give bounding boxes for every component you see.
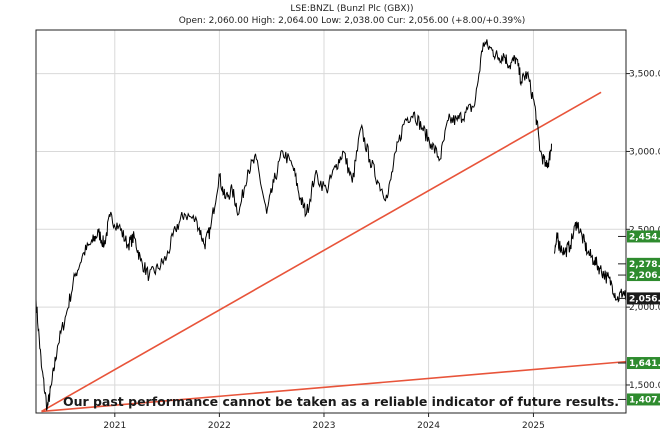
level-label: 2,056.00 (629, 294, 660, 304)
level-box (627, 230, 660, 243)
y-tick-label: 2,000.00 (629, 303, 660, 313)
y-tick-label: 3,500.00 (629, 70, 660, 80)
level-label: 2,278.21 (629, 260, 660, 270)
x-tick-label: 2021 (103, 421, 126, 431)
level-box (627, 269, 660, 282)
y-tick-label: 1,500.00 (629, 381, 660, 391)
y-tick-label: 3,000.00 (629, 147, 660, 157)
disclaimer: Our past performance cannot be taken as … (63, 394, 619, 409)
chart-title: LSE:BNZL (Bunzl Plc (GBX)) (290, 4, 413, 14)
level-label: 2,454.00 (629, 232, 660, 242)
level-box (627, 393, 660, 406)
x-tick-label: 2022 (208, 421, 231, 431)
ohlc-readout: Open: 2,060.00 High: 2,064.00 Low: 2,038… (179, 16, 526, 26)
trendline-1 (41, 91, 602, 413)
price-levels: 2,454.00 2,278.212,206.53 2,056.00 1,641.69… (618, 230, 660, 406)
x-tick-label: 2023 (313, 421, 336, 431)
level-box (627, 292, 660, 305)
x-tick-label: 2025 (522, 421, 545, 431)
level-label: 1,407.32 (629, 395, 660, 405)
level-box (627, 357, 660, 370)
price-line (35, 39, 627, 411)
y-axis-ticks: 1,500.00 2,000.00 2,500.00 3,000.00 3,500.00 (626, 70, 660, 391)
level-label: 1,641.69 (629, 359, 660, 369)
x-axis-ticks: 2021 2022 2023 2024 2025 (103, 413, 545, 431)
trendline-2 (41, 360, 627, 413)
plot-frame (35, 29, 627, 414)
trendlines (41, 91, 627, 413)
price-series (35, 39, 627, 411)
x-tick-label: 2024 (417, 421, 440, 431)
level-box (627, 257, 660, 270)
y-tick-label: 2,500.00 (629, 225, 660, 235)
level-label: 2,206.53 (629, 271, 660, 281)
